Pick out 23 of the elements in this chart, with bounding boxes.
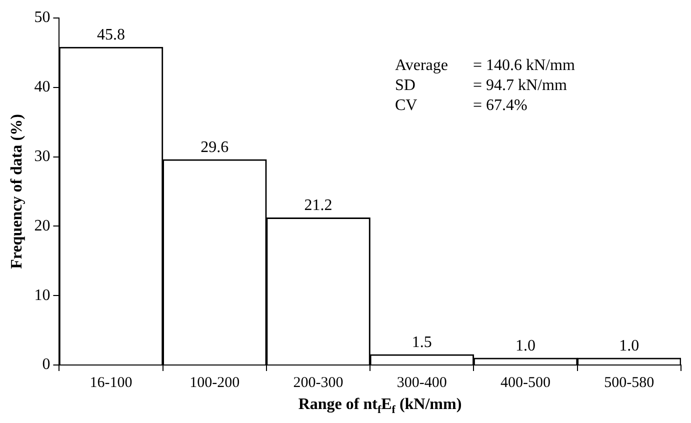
text: CV = 67.4%: [394, 97, 528, 114]
x-tick-label: 500-580: [604, 374, 654, 391]
data-label: 29.6: [200, 138, 229, 156]
y-tick-label: 10: [34, 286, 50, 304]
data-label: 21.2: [304, 197, 332, 214]
x-tick-label: 200-300: [293, 374, 344, 391]
y-axis-title: Frequency of data (%): [8, 114, 26, 269]
y-tick-label: 0: [42, 356, 50, 374]
y-tick-label: 40: [34, 78, 50, 96]
x-tick-label: 400-500: [500, 374, 551, 391]
y-tick-label: 50: [34, 9, 50, 26]
data-label: 1.0: [619, 337, 640, 354]
y-tick-label: 30: [34, 148, 50, 166]
data-label: 45.8: [97, 26, 126, 44]
y-tick-label: 20: [34, 217, 50, 234]
data-label: 1.5: [412, 334, 432, 351]
text: SD = 94.7 kN/mm: [394, 77, 567, 94]
data-label: 1.0: [516, 337, 536, 354]
x-tick-label: 16-100: [90, 374, 132, 391]
text: Average = 140.6 kN/mm: [394, 57, 575, 74]
x-tick-label: 100-200: [190, 374, 240, 391]
x-tick-label: 300-400: [396, 374, 447, 391]
x-axis-title: Range of nt$_{f}$E$_{f}$ (kN/mm): [297, 396, 463, 416]
